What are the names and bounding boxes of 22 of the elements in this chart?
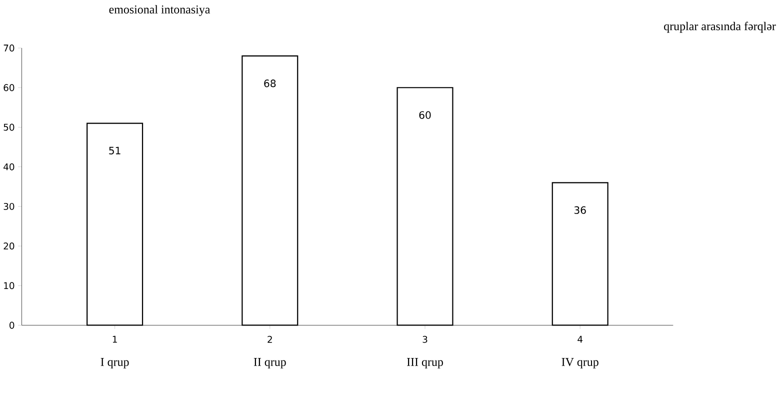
y-tick-label: 50 [4, 124, 14, 131]
text: I qrup [100, 358, 129, 368]
text: qruplar arasında fərqlər [664, 22, 776, 33]
text: II qrup [254, 358, 286, 368]
x-tick-label: 3 [422, 336, 428, 343]
text: III qrup [406, 358, 443, 368]
y-tick-label: 20 [4, 242, 14, 250]
y-tick-label: 60 [4, 84, 14, 92]
data-label: 68 [264, 80, 276, 88]
data-label: 51 [109, 146, 120, 154]
y-tick-label: 40 [4, 163, 14, 170]
y-tick-label: 30 [4, 202, 14, 210]
y-tick-label: 10 [4, 282, 14, 290]
y-tick-label: 0 [10, 322, 14, 329]
x-tick-label: 4 [578, 336, 583, 343]
x-tick-label: 1 [112, 336, 117, 343]
chart-title: emosional intonasiya [109, 5, 210, 16]
data-label: 60 [419, 111, 431, 119]
y-tick-label: 70 [4, 44, 14, 52]
text: IV qrup [562, 358, 598, 368]
x-tick-label: 2 [268, 336, 272, 343]
data-label: 36 [574, 206, 586, 214]
